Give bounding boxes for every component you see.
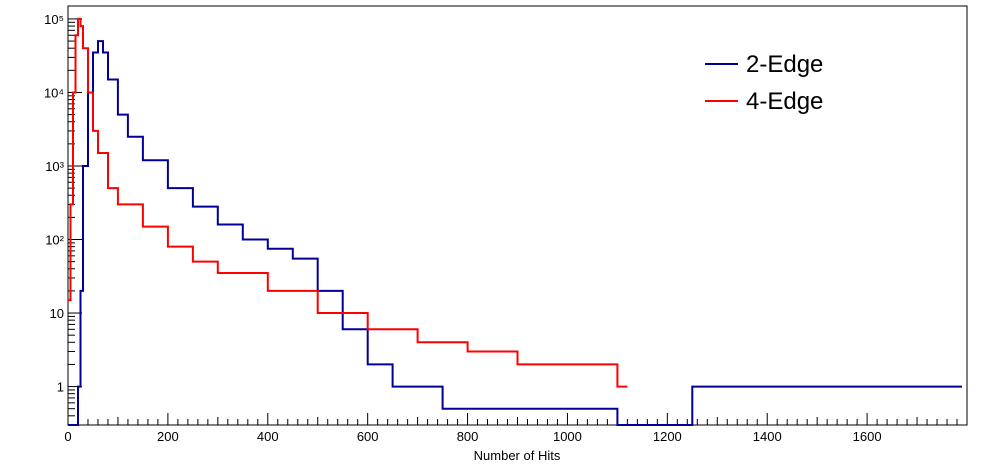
y-tick-label: 10⁴ — [44, 85, 64, 100]
y-tick-label: 10³ — [45, 159, 64, 174]
y-axis-ticks: 1 10 10² 10³ 10⁴ 10⁵ — [44, 12, 82, 426]
x-tick-label: 600 — [357, 429, 379, 444]
x-tick-label: 1200 — [653, 429, 682, 444]
x-tick-label: 400 — [257, 429, 279, 444]
x-tick-label: 800 — [457, 429, 479, 444]
series-layer — [68, 17, 962, 426]
x-tick-label: 1600 — [853, 429, 882, 444]
y-tick-label: 10 — [50, 306, 64, 321]
x-tick-label: 1000 — [553, 429, 582, 444]
legend-label: 4-Edge — [746, 88, 823, 115]
x-axis-title: Number of Hits — [474, 448, 561, 463]
series-line-1 — [68, 17, 628, 388]
y-tick-label: 10⁵ — [44, 12, 64, 27]
y-tick-label: 10² — [45, 233, 64, 248]
x-tick-label: 1400 — [753, 429, 782, 444]
y-tick-label: 1 — [57, 380, 64, 395]
x-tick-label: 200 — [157, 429, 179, 444]
legend: 2-Edge 4-Edge — [705, 51, 823, 115]
legend-label: 2-Edge — [746, 51, 823, 78]
series-line-0 — [68, 40, 962, 426]
x-tick-label: 0 — [64, 429, 71, 444]
